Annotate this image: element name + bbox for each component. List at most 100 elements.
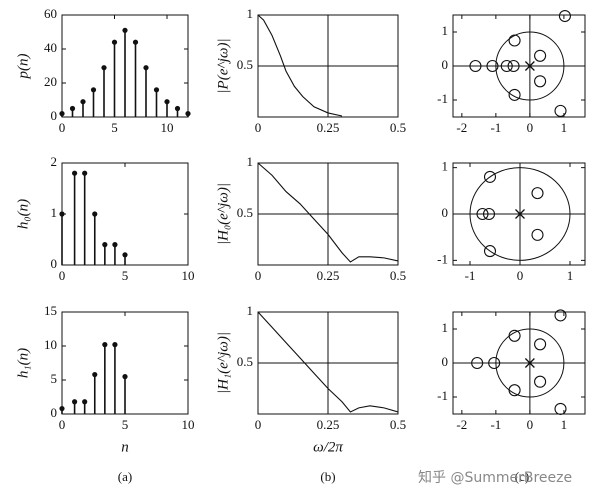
stem-marker (90, 87, 97, 93)
y-tick-label: 60 (44, 6, 57, 21)
zero (534, 49, 547, 62)
pole (515, 209, 525, 219)
stem-marker (174, 105, 181, 112)
zero (534, 375, 547, 388)
zero (486, 59, 499, 73)
pole (524, 358, 535, 368)
stem-marker (122, 27, 128, 33)
stem-marker (153, 87, 160, 93)
stem-marker (69, 105, 76, 112)
y-tick-label: 2 (51, 154, 58, 169)
stem-marker (102, 342, 108, 348)
zero (471, 356, 484, 370)
stem-marker (143, 65, 149, 71)
zero (508, 384, 521, 397)
x-tick-label: -2 (456, 120, 467, 135)
axes-frame (61, 162, 189, 266)
stem-marker (82, 170, 88, 176)
x-tick-label: 5 (122, 268, 129, 283)
zero (507, 59, 520, 73)
y-tick-label: -1 (437, 251, 448, 266)
x-tick-label: -2 (456, 417, 467, 432)
zero (534, 75, 547, 88)
y-tick-label: 1 (442, 159, 449, 174)
x-tick-label: 5 (111, 120, 118, 135)
y-tick-label: 0.5 (237, 205, 253, 220)
response-curve (257, 162, 399, 263)
x-tick-label: 10 (182, 417, 195, 432)
zero (483, 170, 497, 183)
y-tick-label: 5 (51, 371, 58, 386)
zero (483, 245, 497, 258)
stem-marker (112, 242, 118, 248)
zero (488, 356, 501, 370)
stem-marker (92, 371, 98, 378)
y-tick-label: 0.5 (237, 57, 253, 72)
zero (508, 34, 521, 47)
stem-marker (92, 211, 98, 217)
y-axis-label: |H₁(e^jω)| (215, 332, 231, 394)
stem-marker (80, 99, 86, 105)
y-tick-label: 0 (51, 405, 58, 420)
response-curve (257, 14, 343, 117)
stem-marker (132, 39, 139, 45)
response-curve (257, 311, 399, 413)
x-axis-label: ω/2π (313, 439, 343, 455)
y-tick-label: 0 (51, 108, 58, 123)
zero (554, 104, 567, 117)
stem-marker (59, 211, 65, 217)
y-axis-label: h₁(n) (15, 348, 31, 378)
zero (508, 88, 521, 101)
y-axis-label: p(n) (15, 54, 31, 80)
y-tick-label: 1 (247, 154, 254, 169)
y-tick-label: 1 (51, 205, 58, 220)
y-axis-label: h₀(n) (15, 199, 31, 229)
y-tick-label: 40 (44, 40, 57, 55)
x-tick-label: 0 (517, 268, 524, 283)
x-tick-label: 0 (59, 120, 66, 135)
x-tick-label: 0.25 (317, 417, 340, 432)
y-tick-label: 0 (442, 57, 449, 72)
y-tick-label: 20 (44, 74, 57, 89)
x-tick-label: 0 (59, 417, 66, 432)
y-tick-label: 1 (442, 23, 449, 38)
unit-circle (469, 167, 571, 261)
zero (558, 9, 571, 23)
pole (524, 61, 535, 71)
caption: (c) (515, 469, 529, 484)
stem-marker (102, 242, 108, 248)
zero (482, 207, 496, 221)
x-tick-label: 10 (182, 268, 195, 283)
x-tick-label: 0 (255, 417, 262, 432)
x-tick-label: 1 (561, 120, 568, 135)
x-tick-label: 0.5 (390, 417, 406, 432)
stem-marker (82, 399, 88, 405)
stem-marker (59, 111, 65, 117)
x-tick-label: 10 (161, 120, 174, 135)
stem-marker (72, 399, 78, 405)
x-tick-label: 1 (567, 268, 574, 283)
y-axis-label: |H₀(e^jω)| (215, 183, 231, 245)
x-tick-label: 1 (561, 417, 568, 432)
x-tick-label: 0.5 (390, 120, 406, 135)
stem-marker (122, 374, 128, 380)
y-tick-label: 1 (247, 6, 254, 21)
zero (531, 228, 544, 241)
x-tick-label: 0 (255, 120, 262, 135)
y-tick-label: 0 (51, 256, 58, 271)
x-tick-label: 0 (255, 268, 262, 283)
y-tick-label: 0 (442, 205, 449, 220)
zero (508, 329, 521, 342)
x-tick-label: 0 (527, 417, 534, 432)
y-tick-label: 1 (247, 303, 254, 318)
x-tick-label: 0.25 (317, 268, 340, 283)
zero (469, 59, 482, 73)
stem-marker (185, 111, 191, 117)
zero (554, 309, 567, 322)
y-tick-label: 0 (442, 354, 449, 369)
x-tick-label: 0.5 (390, 268, 406, 283)
x-tick-label: 5 (122, 417, 129, 432)
y-tick-label: 10 (44, 337, 57, 352)
watermark: 知乎 @SummerBreeze (418, 469, 572, 486)
